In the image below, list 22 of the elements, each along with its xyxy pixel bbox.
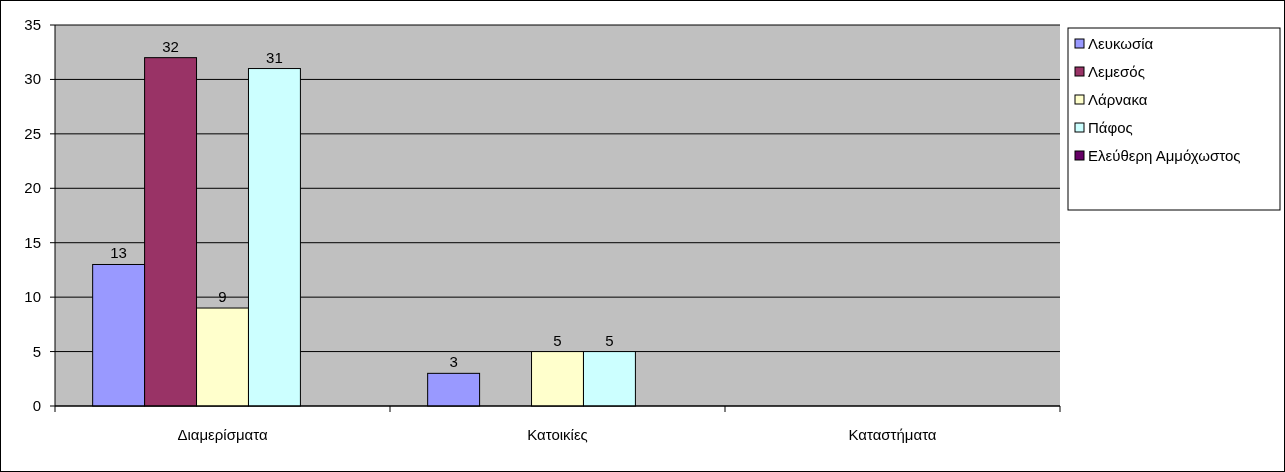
legend-label: Λεμεσός [1088,63,1145,80]
x-tick-label: Καταστήματα [848,426,937,443]
legend-label: Πάφος [1088,119,1133,136]
data-label: 5 [553,331,562,349]
y-tick-label: 5 [32,342,41,360]
data-label: 31 [266,48,283,66]
y-tick-label: 0 [32,397,41,414]
x-tick-label: Κατοικίες [527,426,588,443]
legend-label: Λευκωσία [1088,35,1154,52]
legend-label: Λάρνακα [1088,91,1148,108]
y-tick-label: 35 [24,16,41,33]
y-tick-label: 25 [24,124,41,142]
data-label: 32 [162,37,179,55]
y-tick-label: 30 [24,70,41,88]
data-label: 5 [605,331,614,349]
y-tick-label: 10 [24,288,41,306]
data-label: 13 [110,244,127,262]
data-label: 3 [449,353,458,371]
y-tick-label: 15 [24,233,41,251]
legend-label: Ελεύθερη Αμμόχωστος [1088,147,1241,164]
x-tick-label: Διαμερίσματα [177,426,268,443]
y-tick-label: 20 [24,179,41,197]
